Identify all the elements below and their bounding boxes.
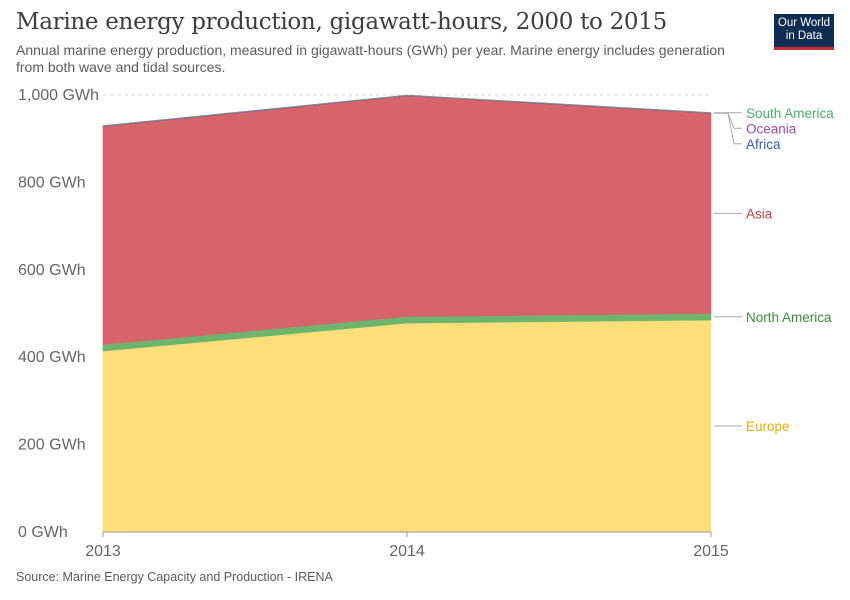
logo-line-2: in Data (785, 30, 823, 42)
chart-title: Marine energy production, gigawatt-hours… (16, 9, 667, 35)
y-tick-label: 0 GWh (18, 524, 68, 541)
y-tick-label: 400 GWh (18, 349, 86, 366)
total-outline (102, 94, 712, 127)
x-tick-label: 2013 (85, 543, 121, 560)
y-tick-label: 800 GWh (18, 174, 86, 191)
area-europe (102, 319, 712, 533)
series-label-asia: Asia (746, 206, 773, 221)
y-tick-label: 1,000 GWh (18, 87, 99, 104)
axes: 0 GWh 200 GWh 400 GWh 600 GWh 800 GWh 1,000 G… (18, 87, 729, 560)
owid-logo[interactable]: Our World in Data (774, 14, 834, 50)
source-note: Source: Marine Energy Capacity and Produ… (16, 570, 333, 584)
label-leader (714, 112, 742, 145)
y-tick-label: 600 GWh (18, 262, 86, 279)
x-tick-label: 2015 (693, 543, 729, 560)
series-label-oceania: Oceania (746, 121, 797, 136)
area-series (102, 94, 712, 533)
area-asia (102, 95, 712, 345)
series-label-africa: Africa (746, 137, 781, 152)
x-tick-label: 2014 (389, 543, 425, 560)
series-label-north-america: North America (746, 310, 832, 325)
series-label-europe: Europe (746, 419, 790, 434)
chart-subtitle: Annual marine energy production, measure… (16, 42, 725, 75)
y-tick-label: 200 GWh (18, 437, 86, 454)
series-label-south-america: South America (746, 106, 834, 121)
logo-line-1: Our World (777, 17, 831, 29)
